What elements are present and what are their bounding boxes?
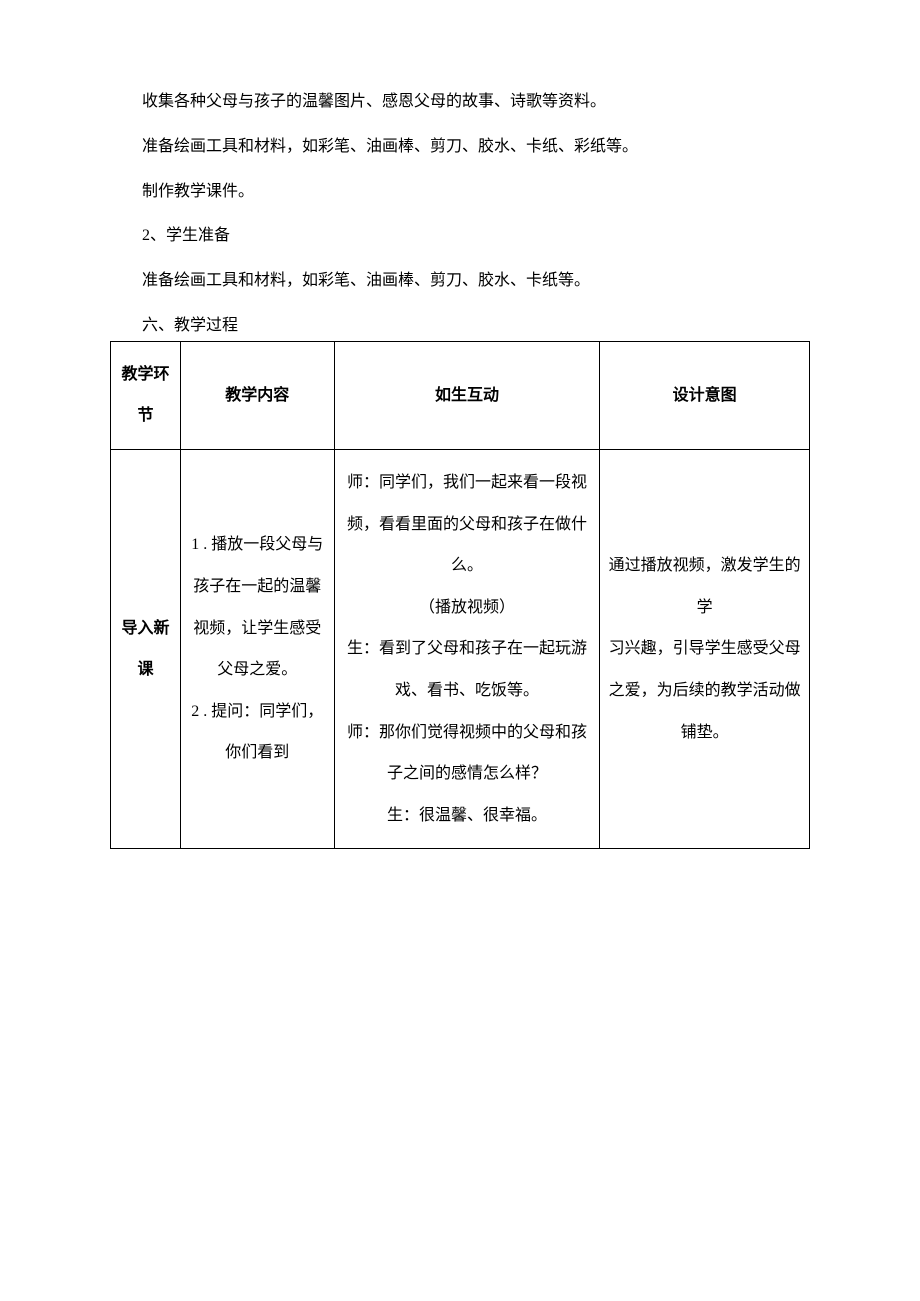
- content-text: 1 . 播放一段父母与孩子在一起的温馨视频，让学生感受父母之爱。 2 . 提问：…: [187, 524, 328, 774]
- header-interaction: 如生互动: [334, 341, 600, 449]
- cell-intent: 通过播放视频，激发学生的学 习兴趣，引导学生感受父母之爱，为后续的教学活动做铺垫…: [600, 449, 810, 848]
- student-prep-content: 准备绘画工具和材料，如彩笔、油画棒、剪刀、胶水、卡纸等。: [110, 259, 810, 304]
- table-header-row: 教学环节 教学内容 如生互动 设计意图: [111, 341, 810, 449]
- cell-interaction: 师：同学们，我们一起来看一段视频，看看里面的父母和孩子在做什么。 （播放视频） …: [334, 449, 600, 848]
- cell-content: 1 . 播放一段父母与孩子在一起的温馨视频，让学生感受父母之爱。 2 . 提问：…: [180, 449, 334, 848]
- student-prep-heading: 2、学生准备: [110, 214, 810, 259]
- prep-paragraph-tools: 准备绘画工具和材料，如彩笔、油画棒、剪刀、胶水、卡纸、彩纸等。: [110, 125, 810, 170]
- phase-text: 导入新课: [117, 608, 174, 691]
- intent-text: 通过播放视频，激发学生的学 习兴趣，引导学生感受父母之爱，为后续的教学活动做铺垫…: [606, 545, 803, 753]
- header-intent: 设计意图: [600, 341, 810, 449]
- header-content: 教学内容: [180, 341, 334, 449]
- table-row: 导入新课 1 . 播放一段父母与孩子在一起的温馨视频，让学生感受父母之爱。 2 …: [111, 449, 810, 848]
- prep-paragraph-courseware: 制作教学课件。: [110, 170, 810, 215]
- prep-paragraph-images: 收集各种父母与孩子的温馨图片、感恩父母的故事、诗歌等资料。: [110, 80, 810, 125]
- header-phase: 教学环节: [111, 341, 181, 449]
- teaching-process-table: 教学环节 教学内容 如生互动 设计意图 导入新课 1 . 播放一段父母与孩子在一…: [110, 341, 810, 850]
- interaction-text: 师：同学们，我们一起来看一段视频，看看里面的父母和孩子在做什么。 （播放视频） …: [341, 462, 594, 836]
- cell-phase: 导入新课: [111, 449, 181, 848]
